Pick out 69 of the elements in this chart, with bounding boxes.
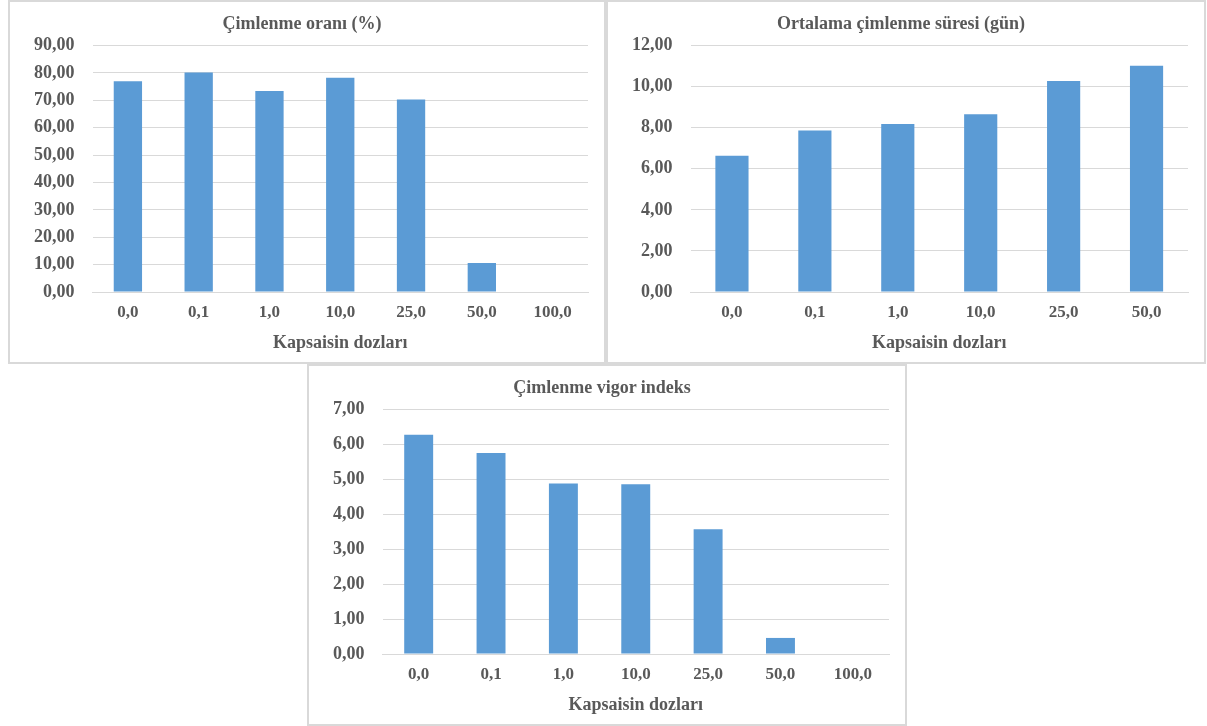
y-tick-label: 8,00 xyxy=(641,116,673,137)
x-tick-label: 25,0 xyxy=(693,663,723,683)
y-tick-label: 50,00 xyxy=(34,143,75,164)
y-tick-label: 3,00 xyxy=(333,537,365,558)
bar xyxy=(404,434,434,654)
y-tick-label: 0,00 xyxy=(43,280,75,301)
bar xyxy=(881,124,915,292)
bar xyxy=(326,77,355,292)
x-tick-label: 25,0 xyxy=(396,301,426,321)
x-tick-label: 0,0 xyxy=(408,663,430,683)
bar xyxy=(467,262,496,292)
y-tick-label: 0,00 xyxy=(333,642,365,663)
x-axis-title: Kapsaisin dozları xyxy=(871,331,1007,352)
x-tick-label: 100,0 xyxy=(833,663,872,683)
x-tick-label: 10,0 xyxy=(325,301,356,321)
x-tick-label: 0,1 xyxy=(188,301,210,321)
y-tick-label: 6,00 xyxy=(333,433,365,454)
x-tick-label: 0,1 xyxy=(480,663,502,683)
bar xyxy=(693,529,723,654)
bar xyxy=(113,81,143,292)
x-axis-title: Kapsaisin dozları xyxy=(568,693,704,714)
x-tick-label: 25,0 xyxy=(1048,301,1079,321)
x-tick-label: 0,1 xyxy=(804,301,826,321)
x-tick-label: 50,0 xyxy=(466,301,497,321)
y-tick-label: 10,00 xyxy=(34,253,75,274)
bar xyxy=(548,483,578,654)
x-tick-label: 100,0 xyxy=(533,301,572,321)
y-tick-label: 12,00 xyxy=(632,34,673,55)
y-tick-label: 4,00 xyxy=(333,503,365,523)
bar xyxy=(715,155,749,292)
y-tick-label: 2,00 xyxy=(641,239,673,260)
y-tick-label: 30,00 xyxy=(34,198,75,219)
bar xyxy=(1129,65,1164,292)
y-tick-label: 40,00 xyxy=(34,171,75,192)
chart-title: Çimlenme vigor indeks xyxy=(513,377,691,398)
x-tick-label: 10,0 xyxy=(965,301,996,321)
bar xyxy=(396,99,426,292)
bar xyxy=(621,484,651,654)
bar xyxy=(798,130,832,292)
y-tick-label: 1,00 xyxy=(333,607,365,628)
y-tick-label: 60,00 xyxy=(34,116,75,137)
y-tick-label: 70,00 xyxy=(34,89,75,110)
y-tick-label: 80,00 xyxy=(34,61,75,82)
y-tick-label: 20,00 xyxy=(34,225,75,246)
x-tick-label: 1,0 xyxy=(887,301,909,321)
y-tick-label: 10,00 xyxy=(632,75,673,96)
bar xyxy=(1047,81,1081,292)
bar xyxy=(765,637,795,654)
x-tick-label: 1,0 xyxy=(258,301,281,321)
y-tick-label: 6,00 xyxy=(641,157,673,178)
x-tick-label: 50,0 xyxy=(765,663,796,683)
y-tick-label: 7,00 xyxy=(333,398,365,419)
chart-title: Çimlenme oranı (%) xyxy=(222,13,382,35)
y-tick-label: 5,00 xyxy=(333,468,365,489)
y-tick-label: 4,00 xyxy=(641,198,673,219)
bar xyxy=(255,91,284,292)
x-tick-label: 10,0 xyxy=(620,663,651,683)
bar xyxy=(184,72,213,292)
bar xyxy=(476,452,506,654)
y-tick-label: 90,00 xyxy=(34,34,75,55)
x-axis-title: Kapsaisin dozları xyxy=(272,331,408,352)
x-tick-label: 1,0 xyxy=(552,663,575,683)
x-tick-label: 0,0 xyxy=(721,301,743,321)
chart-title: Ortalama çimlenme süresi (gün) xyxy=(776,13,1026,35)
x-tick-label: 50,0 xyxy=(1131,301,1162,321)
bar xyxy=(964,114,998,292)
y-tick-label: 2,00 xyxy=(333,572,365,593)
x-tick-label: 0,0 xyxy=(117,301,139,321)
y-tick-label: 0,00 xyxy=(641,280,673,301)
